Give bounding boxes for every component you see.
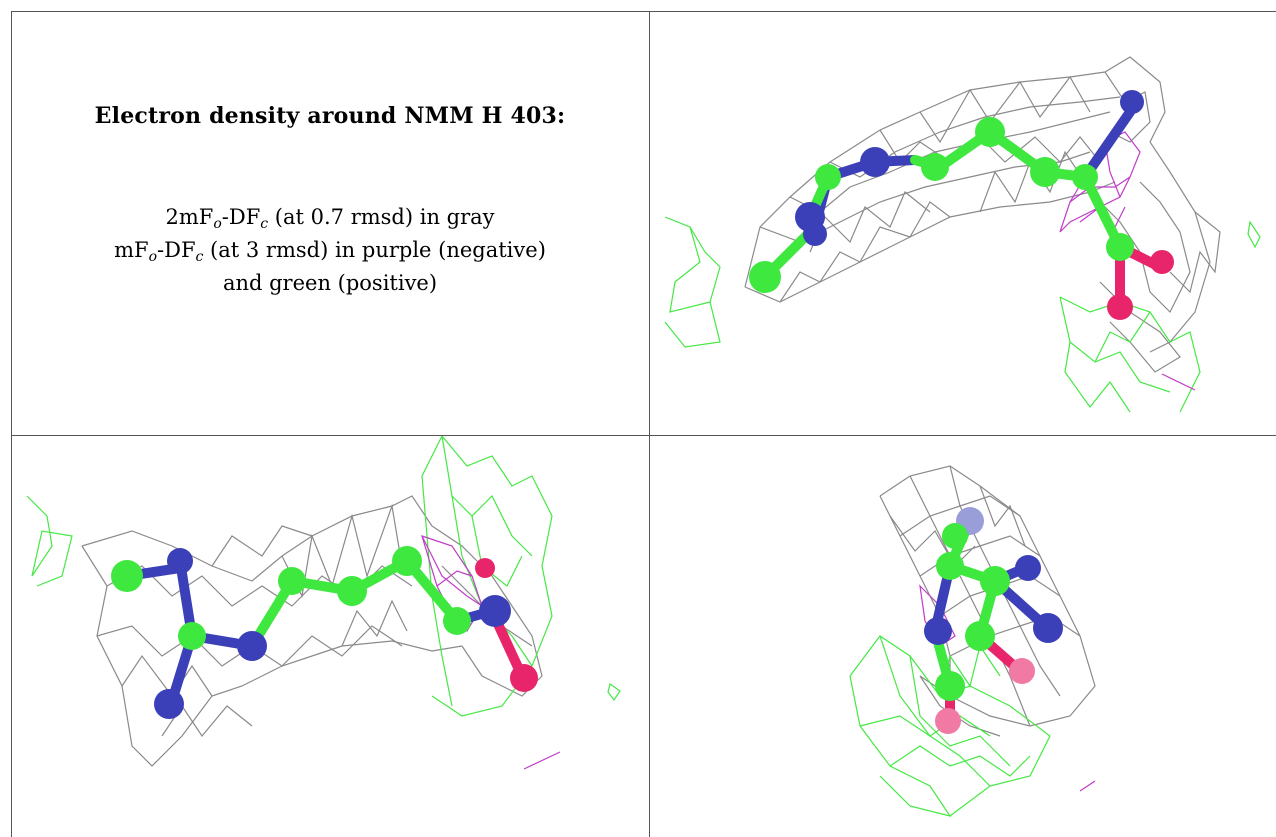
- table-middle-border: [11, 435, 1276, 436]
- caption-title: Electron density around NMM H 403:: [94, 103, 566, 129]
- table-left-border: [11, 11, 12, 837]
- table-center-border: [649, 11, 650, 837]
- green-positive-mesh: [664, 216, 1261, 413]
- atoms: [749, 90, 1174, 320]
- atoms: [924, 507, 1063, 734]
- atoms: [111, 546, 538, 719]
- table-top-border: [11, 11, 1276, 12]
- caption-line-3: and green (positive): [222, 271, 438, 295]
- gray-density-mesh: [81, 495, 543, 767]
- density-view-bottom-left: [12, 436, 649, 837]
- caption-cell: Electron density around NMM H 403: 2mFo-…: [11, 11, 649, 435]
- purple-negative-mesh: [421, 535, 561, 770]
- density-view-top-right: [650, 12, 1276, 435]
- caption-line-2: mFo-DFc (at 3 rmsd) in purple (negative): [114, 238, 546, 265]
- bonds: [760, 107, 1165, 307]
- caption-description: 2mFo-DFc (at 0.7 rmsd) in gray mFo-DFc (…: [11, 201, 649, 300]
- caption-line-1: 2mFo-DFc (at 0.7 rmsd) in gray: [165, 205, 495, 232]
- density-view-bottom-right: [650, 436, 1276, 837]
